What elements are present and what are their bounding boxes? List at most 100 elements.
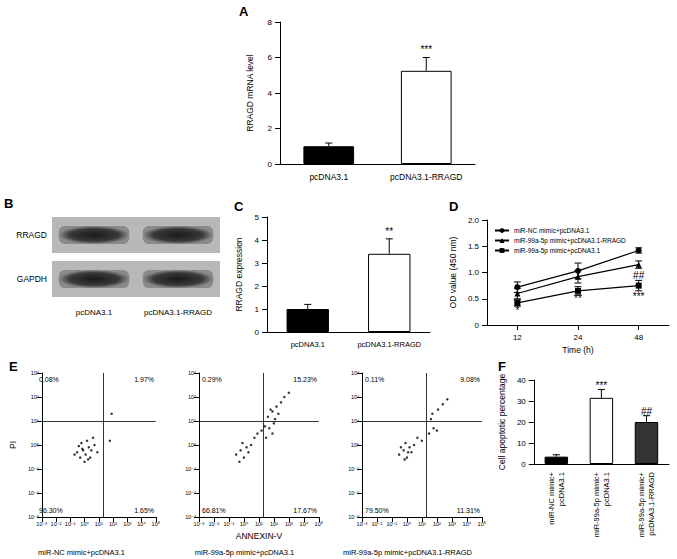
svg-text:RRAGD expression: RRAGD expression [234,237,244,311]
svg-text:**: ** [385,226,393,237]
svg-text:3: 3 [255,259,260,268]
svg-text:pcDNA3.1: pcDNA3.1 [557,472,566,506]
svg-text:17.67%: 17.67% [293,507,317,514]
svg-text:miR-NC mimic+: miR-NC mimic+ [547,471,556,524]
svg-text:10¹: 10¹ [255,521,263,527]
svg-text:10²: 10² [188,394,196,400]
svg-text:10⁻³: 10⁻³ [348,514,359,520]
svg-text:Cell apoptotic percentage: Cell apoptotic percentage [497,374,507,471]
svg-text:10²: 10² [109,521,117,527]
svg-text:10⁵: 10⁵ [478,521,486,527]
svg-text:ANNEXIN-V: ANNEXIN-V [236,531,283,541]
svg-text:1: 1 [255,305,260,314]
svg-text:pcDNA3.1-RRAGD: pcDNA3.1-RRAGD [390,172,462,182]
svg-text:PI: PI [8,441,18,449]
svg-text:15.23%: 15.23% [293,376,317,383]
svg-text:10⁻²: 10⁻² [372,521,383,527]
svg-text:A: A [239,4,249,19]
svg-text:10⁰: 10⁰ [30,442,39,448]
svg-text:10⁻²: 10⁻² [185,490,196,496]
svg-text:1.0: 1.0 [468,268,480,277]
svg-text:F: F [498,359,506,374]
svg-text:pcDNA3.1: pcDNA3.1 [291,340,325,349]
svg-text:miR-NC mimic+pcDNA3.1: miR-NC mimic+pcDNA3.1 [514,227,590,235]
svg-text:miR-99a-5p mimic+: miR-99a-5p mimic+ [592,471,601,537]
svg-text:40: 40 [517,376,526,385]
svg-text:pcDNA3.1: pcDNA3.1 [76,308,113,317]
svg-text:pcDNA3.1: pcDNA3.1 [309,172,348,182]
svg-text:10³: 10³ [123,521,131,527]
svg-text:RRAGD mRNA level: RRAGD mRNA level [245,54,255,132]
svg-text:12: 12 [513,333,522,342]
svg-text:10⁻²: 10⁻² [209,521,220,527]
svg-text:0: 0 [268,160,273,169]
svg-text:1.97%: 1.97% [134,376,154,383]
svg-text:10⁰: 10⁰ [351,442,360,448]
svg-text:10⁵: 10⁵ [152,521,160,527]
svg-text:10²: 10² [351,394,359,400]
svg-text:***: *** [596,380,608,391]
svg-text:10³: 10³ [188,370,196,376]
svg-text:10⁻³: 10⁻³ [36,521,47,527]
svg-text:10²: 10² [31,394,39,400]
svg-text:4: 4 [255,236,260,245]
svg-text:miR-99a-5p mimic+: miR-99a-5p mimic+ [637,471,646,537]
svg-text:6: 6 [268,53,273,62]
svg-text:RRAGD: RRAGD [16,230,47,240]
svg-text:8: 8 [268,18,273,27]
svg-text:##: ## [633,270,645,281]
svg-text:10⁴: 10⁴ [300,521,309,527]
svg-text:10²: 10² [433,521,441,527]
svg-text:*: * [515,305,519,316]
svg-text:D: D [449,199,458,214]
svg-text:10⁻²: 10⁻² [51,521,62,527]
svg-text:30: 30 [517,397,526,406]
svg-text:10³: 10³ [448,521,456,527]
svg-text:***: *** [633,291,645,302]
svg-text:10⁰: 10⁰ [403,521,412,527]
svg-text:10⁴: 10⁴ [463,521,472,527]
svg-text:2: 2 [255,282,260,291]
svg-text:2.0: 2.0 [468,216,480,225]
svg-text:20: 20 [517,418,526,427]
svg-text:Time (h): Time (h) [562,345,593,355]
svg-text:10⁰: 10⁰ [188,442,197,448]
svg-text:1.65%: 1.65% [134,507,154,514]
svg-text:0.08%: 0.08% [39,376,59,383]
svg-text:48: 48 [634,333,643,342]
svg-text:24: 24 [574,333,583,342]
svg-text:pcDNA3.1-RRAGD: pcDNA3.1-RRAGD [144,308,212,317]
svg-text:0.11%: 0.11% [365,376,384,383]
svg-text:10⁻¹: 10⁻¹ [387,521,398,527]
svg-text:10³: 10³ [351,370,359,376]
svg-text:10⁻²: 10⁻² [28,490,39,496]
svg-text:10¹: 10¹ [95,521,103,527]
svg-text:1.5: 1.5 [468,242,480,251]
svg-text:11.31%: 11.31% [457,507,480,514]
svg-text:10⁻²: 10⁻² [348,490,359,496]
svg-text:miR-99a-5p mimic+pcDNA3.1-RRAG: miR-99a-5p mimic+pcDNA3.1-RRAGD [514,237,626,245]
svg-text:10²: 10² [270,521,278,527]
svg-text:0.29%: 0.29% [202,376,222,383]
svg-text:E: E [9,359,18,374]
svg-text:5: 5 [255,213,260,222]
svg-text:10¹: 10¹ [351,418,359,424]
svg-text:79.50%: 79.50% [365,507,389,514]
svg-text:pcDNA3.1-RRAGD: pcDNA3.1-RRAGD [357,340,421,349]
svg-text:0.5: 0.5 [468,294,480,303]
svg-text:10: 10 [517,439,526,448]
svg-text:10¹: 10¹ [188,418,196,424]
svg-text:miR-NC mimic+pcDNA3.1: miR-NC mimic+pcDNA3.1 [38,548,125,557]
svg-text:10⁴: 10⁴ [137,521,146,527]
svg-text:pcDNA3.1-RRAGD: pcDNA3.1-RRAGD [647,471,656,535]
svg-text:10⁻³: 10⁻³ [357,521,368,527]
svg-text:C: C [234,199,244,214]
svg-text:miR-99a-5p mimic+pcDNA3.1-RRAG: miR-99a-5p mimic+pcDNA3.1-RRAGD [343,548,473,557]
svg-text:10³: 10³ [31,370,39,376]
svg-text:miR-99a-5p mimic+pcDNA3.1: miR-99a-5p mimic+pcDNA3.1 [195,548,294,557]
svg-text:10⁻¹: 10⁻¹ [28,466,39,472]
svg-text:10⁰: 10⁰ [80,521,89,527]
svg-text:0: 0 [521,460,526,469]
svg-text:10⁻³: 10⁻³ [185,514,196,520]
svg-text:66.81%: 66.81% [202,507,226,514]
